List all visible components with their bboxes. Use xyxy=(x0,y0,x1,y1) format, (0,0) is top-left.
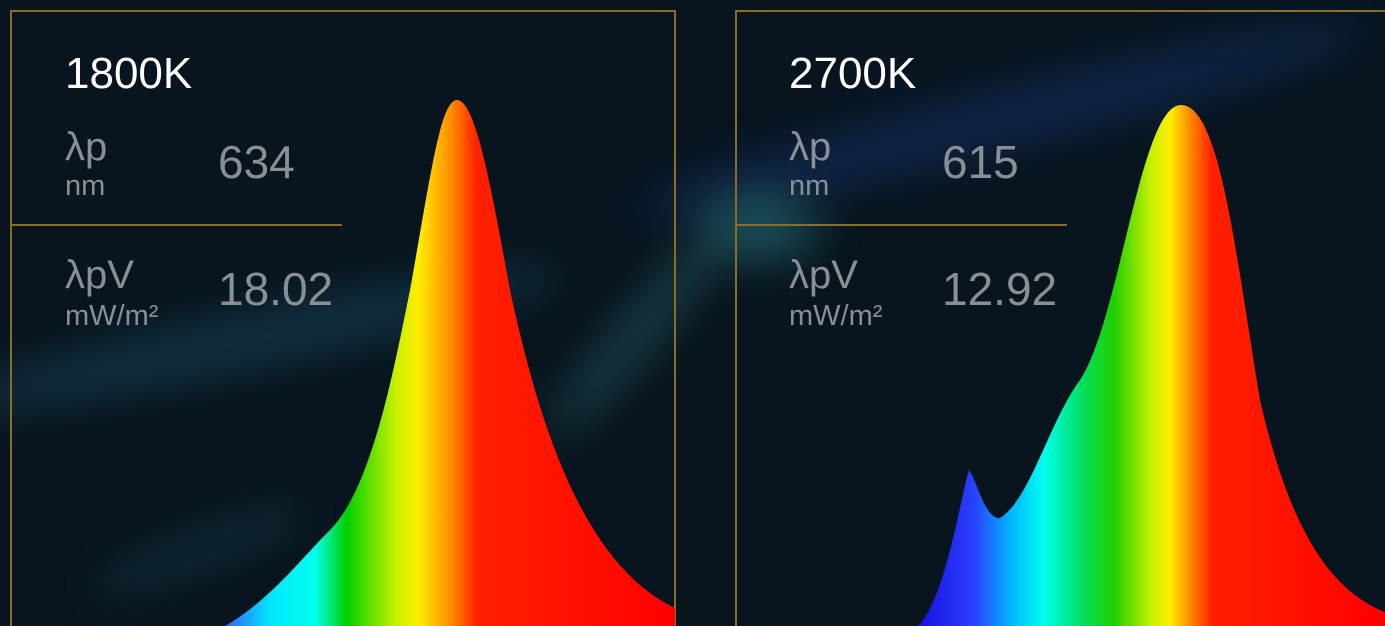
unit: nm xyxy=(65,170,105,202)
label: λp xyxy=(789,125,831,169)
label: λp xyxy=(65,125,107,169)
unit: nm xyxy=(789,170,829,202)
unit: mW/m² xyxy=(789,300,883,332)
unit: mW/m² xyxy=(65,300,159,332)
value: 18.02 xyxy=(218,263,333,315)
value: 615 xyxy=(942,136,1019,188)
label: λpV xyxy=(789,253,858,297)
infographic: 1800K λp nm 634 λpV mW/m² 18.02 2700K λp… xyxy=(0,0,1385,626)
value: 634 xyxy=(218,136,295,188)
label: λpV xyxy=(65,253,134,297)
cct-title: 2700K xyxy=(789,49,916,98)
cct-title: 1800K xyxy=(65,49,192,98)
value: 12.92 xyxy=(942,263,1057,315)
